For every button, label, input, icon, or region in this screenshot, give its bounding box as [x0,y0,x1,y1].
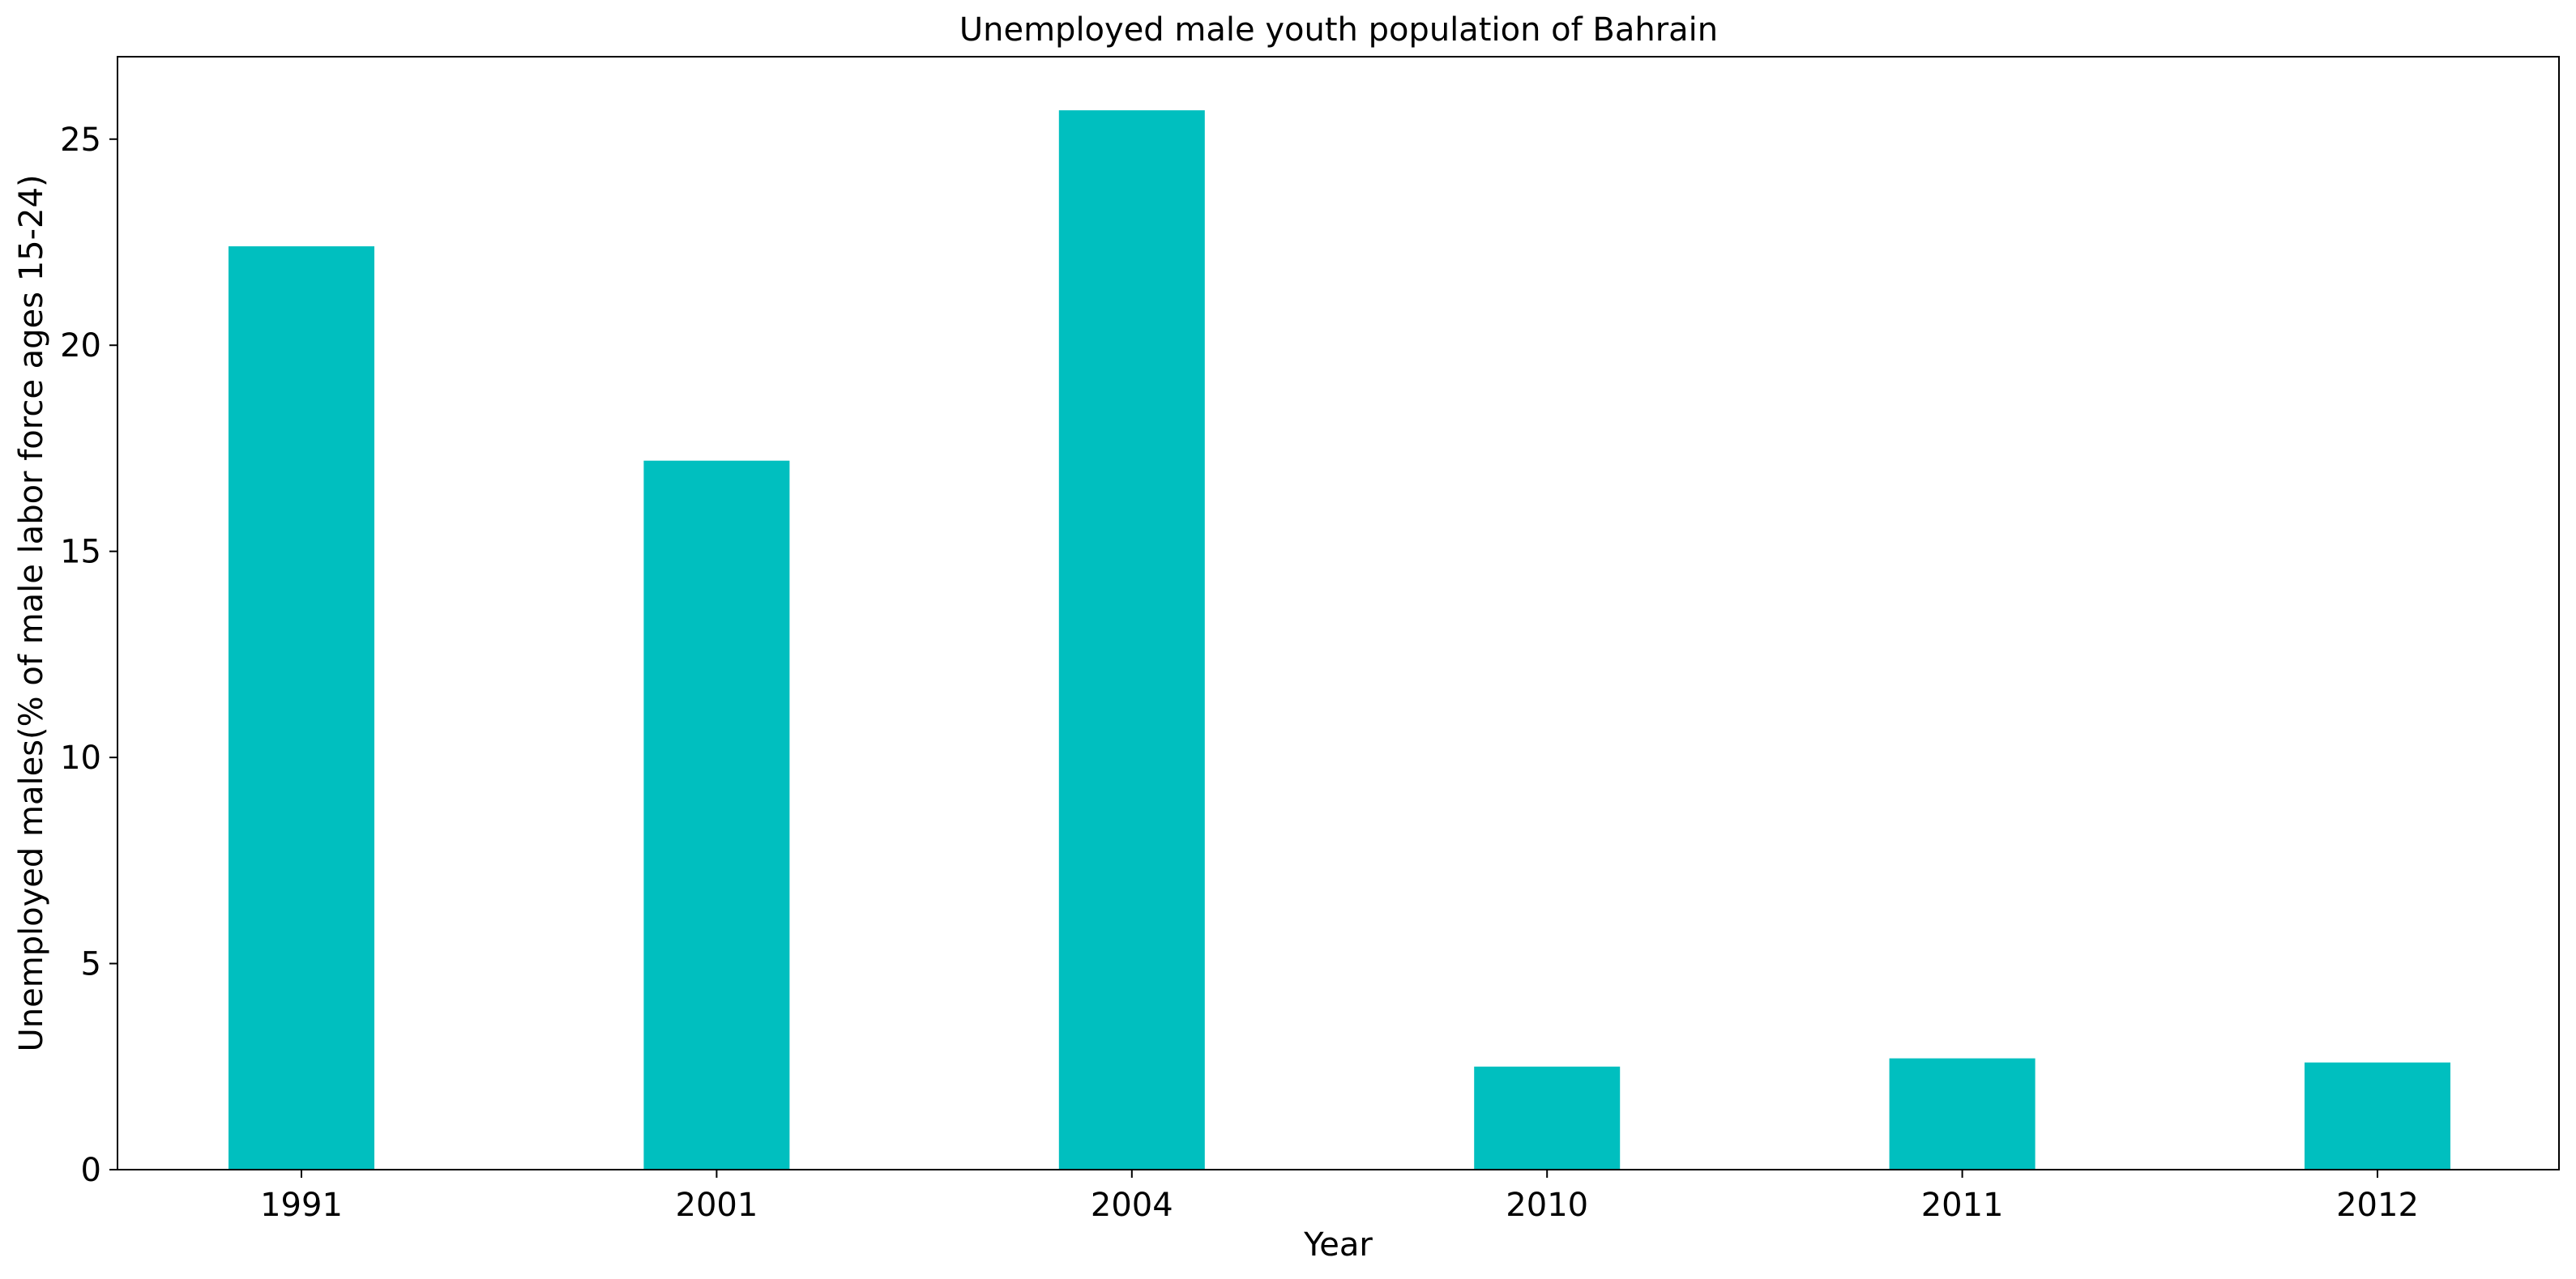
x-tick-label: 2010 [1506,1187,1588,1224]
bar-2012 [2305,1062,2450,1170]
x-axis-label: Year [1303,1226,1373,1264]
y-tick-label: 25 [60,122,101,159]
x-tick-label: 2004 [1091,1187,1173,1224]
y-tick-label: 15 [60,534,101,571]
x-tick-label: 2011 [1921,1187,2004,1224]
bar-1991 [229,246,374,1170]
x-tick-label: 2012 [2336,1187,2419,1224]
bar-2001 [643,460,790,1170]
x-tick-label: 2001 [676,1187,758,1224]
x-tick-label: 1991 [260,1187,343,1224]
y-tick-label: 20 [60,327,101,365]
bar-2011 [1889,1058,2036,1170]
chart-title: Unemployed male youth population of Bahr… [959,11,1718,49]
x-axis-ticks: 1991 2001 2004 2010 2011 2012 [260,1170,2419,1224]
y-tick-label: 5 [81,946,101,983]
bars-group [229,110,2450,1170]
y-axis-ticks: 0 5 10 15 20 25 [60,122,117,1189]
y-tick-label: 10 [60,740,101,777]
bar-2010 [1474,1066,1621,1170]
y-tick-label: 0 [81,1152,101,1189]
bar-2004 [1058,110,1205,1170]
y-axis-label: Unemployed males(% of male labor force a… [13,174,50,1051]
plot-area-frame [117,56,2560,1170]
